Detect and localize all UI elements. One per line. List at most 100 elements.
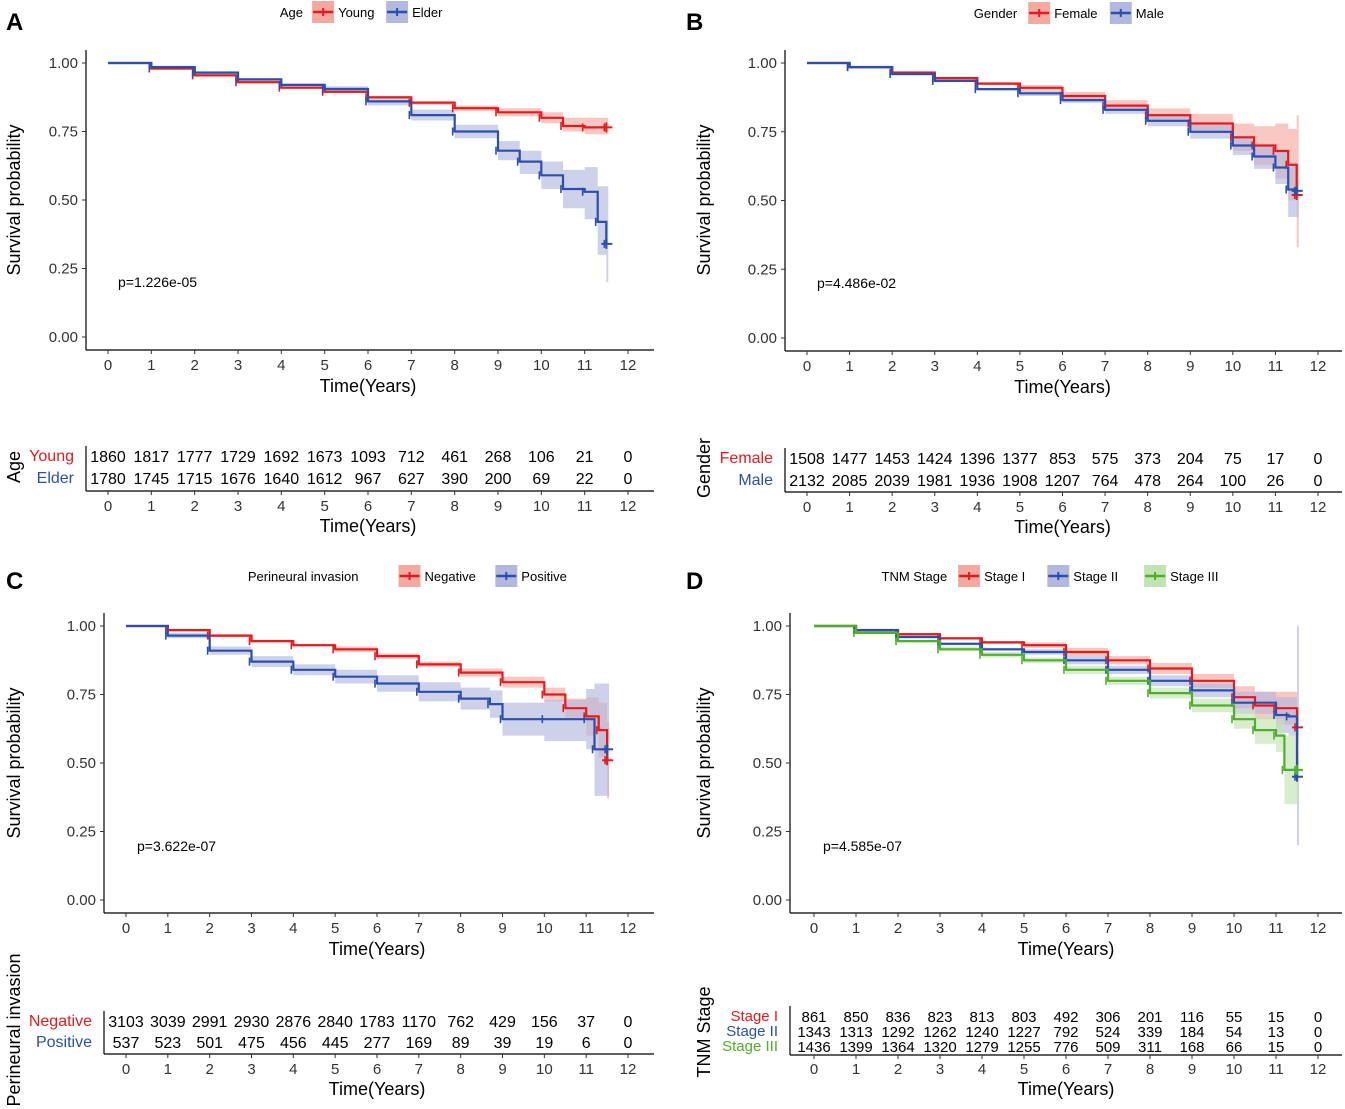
risk-x-tick-label: 1 [852, 1061, 860, 1078]
risk-count: 2039 [874, 473, 910, 490]
x-tick-label: 0 [810, 920, 818, 937]
confidence-band-elder [108, 63, 609, 283]
risk-count: 0 [1314, 473, 1323, 490]
risk-count: 1780 [90, 471, 126, 488]
x-axis-title: Time(Years) [329, 939, 426, 959]
risk-count: 1612 [307, 471, 343, 488]
risk-x-tick-label: 7 [415, 1061, 423, 1078]
p-value-annotation: p=3.622e-07 [137, 838, 216, 854]
survival-curve-positive [126, 624, 608, 751]
x-tick-label: 2 [190, 357, 198, 374]
y-tick-label: 0.00 [748, 330, 777, 347]
risk-x-tick-label: 11 [1268, 499, 1284, 516]
x-tick-label: 3 [247, 920, 255, 937]
risk-count: 116 [1180, 1009, 1204, 1026]
risk-count: 764 [1092, 473, 1119, 490]
x-tick-label: 11 [577, 357, 593, 374]
legend: Age Young Elder [280, 1, 443, 23]
risk-count: 813 [969, 1009, 994, 1026]
risk-table-title: TNM Stage [694, 986, 714, 1077]
p-value-annotation: p=4.486e-02 [817, 275, 896, 291]
x-tick-label: 1 [852, 920, 860, 937]
risk-x-tick-label: 10 [1224, 499, 1241, 516]
risk-count: 1364 [881, 1039, 914, 1056]
x-tick-label: 0 [803, 358, 811, 375]
y-tick-label: 0.50 [67, 755, 96, 772]
risk-count: 1170 [402, 1014, 437, 1031]
risk-x-tick-label: 0 [810, 1061, 818, 1078]
panel-c-letter: C [6, 568, 23, 595]
risk-count: 100 [1219, 473, 1246, 490]
risk-count: 1320 [923, 1039, 956, 1056]
legend-label: Stage II [1073, 569, 1118, 584]
risk-row-label: Female [720, 450, 773, 467]
risk-count: 1207 [1045, 473, 1081, 490]
risk-count: 19 [535, 1035, 553, 1052]
y-axis-title: Survival probability [4, 687, 24, 838]
risk-x-tick-label: 4 [978, 1061, 986, 1078]
risk-count: 168 [1179, 1039, 1204, 1056]
risk-count: 0 [624, 449, 633, 466]
y-tick-label: 1.00 [67, 618, 96, 635]
x-tick-label: 1 [845, 358, 853, 375]
risk-count: 523 [154, 1035, 181, 1052]
x-tick-label: 0 [122, 920, 130, 937]
legend-title: Perineural invasion [248, 569, 359, 584]
risk-count: 0 [624, 1014, 633, 1031]
risk-count: 475 [238, 1035, 265, 1052]
risk-count: 1227 [1007, 1024, 1040, 1041]
risk-count: 850 [843, 1009, 868, 1026]
legend-title: Gender [974, 6, 1018, 21]
risk-count: 0 [1314, 1039, 1322, 1056]
risk-count: 501 [196, 1035, 223, 1052]
y-tick-label: 0.75 [753, 687, 782, 704]
risk-count: 268 [485, 449, 512, 466]
risk-x-tick-label: 0 [122, 1061, 130, 1078]
panel-c: C [6, 568, 23, 595]
risk-row-label: Negative [29, 1013, 92, 1030]
risk-count: 1745 [134, 471, 170, 488]
panel-a-chart: 0.000.250.500.751.000 1 2 3 4 5 6 7 8 9 10 11 12Time… [4, 1, 654, 536]
risk-x-tick-label: 11 [1268, 1061, 1284, 1078]
risk-row-label: Male [738, 472, 773, 489]
x-tick-label: 11 [578, 920, 594, 937]
risk-row-label: Stage II [726, 1023, 778, 1040]
risk-count: 1240 [965, 1024, 998, 1041]
x-tick-label: 12 [1310, 358, 1327, 375]
x-tick-label: 2 [888, 358, 896, 375]
risk-x-tick-label: 12 [1310, 1061, 1327, 1078]
risk-x-tick-label: 9 [1188, 1061, 1196, 1078]
risk-x-tick-label: 11 [578, 1061, 594, 1078]
legend-title: Age [280, 5, 303, 20]
risk-count: 524 [1095, 1024, 1120, 1041]
x-tick-label: 12 [620, 920, 637, 937]
risk-count: 169 [405, 1035, 432, 1052]
risk-x-tick-label: 8 [1146, 1061, 1154, 1078]
risk-x-tick-label: 10 [533, 498, 550, 515]
risk-count: 201 [1137, 1009, 1162, 1026]
x-tick-label: 6 [1062, 920, 1070, 937]
risk-count: 1908 [1002, 473, 1038, 490]
y-tick-label: 0.25 [67, 824, 96, 841]
y-tick-label: 0.50 [49, 192, 78, 209]
x-tick-label: 7 [1104, 920, 1112, 937]
x-tick-label: 1 [164, 920, 172, 937]
confidence-band-female [807, 63, 1299, 248]
risk-x-tick-label: 3 [936, 1061, 944, 1078]
risk-x-tick-label: 2 [894, 1061, 902, 1078]
x-tick-label: 12 [1310, 920, 1327, 937]
risk-x-axis-title: Time(Years) [329, 1079, 426, 1099]
risk-x-tick-label: 12 [620, 1061, 637, 1078]
risk-count: 156 [531, 1014, 558, 1031]
x-tick-label: 1 [147, 357, 155, 374]
risk-count: 853 [1049, 451, 1076, 468]
legend-label: Stage I [984, 569, 1025, 584]
x-tick-label: 3 [234, 357, 242, 374]
risk-x-tick-label: 10 [1226, 1061, 1243, 1078]
risk-table-title: Gender [694, 438, 714, 498]
x-tick-label: 6 [373, 920, 381, 937]
risk-count: 1313 [839, 1024, 872, 1041]
risk-count: 967 [355, 471, 382, 488]
risk-x-tick-label: 6 [364, 498, 372, 515]
